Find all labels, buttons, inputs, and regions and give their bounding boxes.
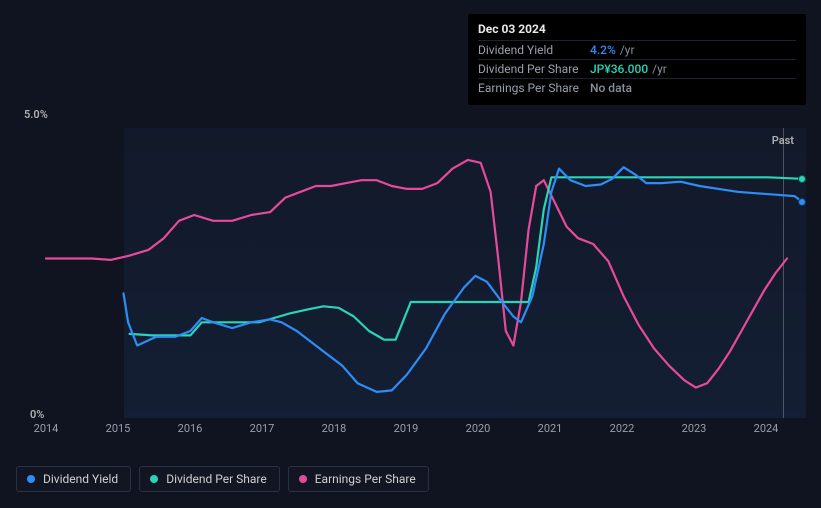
tooltip-row: Dividend Per Share JP¥36.000/yr — [478, 59, 796, 78]
x-axis-tick: 2018 — [322, 422, 347, 435]
tooltip-value-main: No data — [590, 81, 632, 95]
x-axis-tick: 2015 — [106, 422, 131, 435]
legend-dot-icon — [150, 475, 158, 483]
legend-dot-icon — [27, 475, 35, 483]
legend-earnings-per-share[interactable]: Earnings Per Share — [288, 466, 429, 492]
legend-dot-icon — [299, 475, 307, 483]
tooltip-date: Dec 03 2024 — [478, 20, 796, 40]
legend-label: Dividend Per Share — [166, 472, 267, 486]
y-axis-max-label: 5.0% — [24, 108, 48, 121]
tooltip-row-label: Dividend Per Share — [478, 62, 590, 76]
x-axis-tick: 2024 — [754, 422, 779, 435]
tooltip-row-value: No data — [590, 81, 636, 95]
chart-legend: Dividend Yield Dividend Per Share Earnin… — [16, 466, 429, 492]
x-axis-tick: 2017 — [250, 422, 275, 435]
tooltip-value-main: JP¥36.000 — [590, 62, 648, 76]
tooltip-row-value: JP¥36.000/yr — [590, 62, 667, 76]
x-axis-tick: 2022 — [610, 422, 635, 435]
chart-plot-area[interactable]: Past — [46, 128, 806, 418]
series-end-dot — [798, 175, 806, 183]
x-axis-tick: 2014 — [34, 422, 59, 435]
x-axis-tick: 2021 — [538, 422, 563, 435]
tooltip-row: Dividend Yield 4.2% /yr — [478, 40, 796, 59]
legend-label: Dividend Yield — [43, 472, 118, 486]
x-axis-tick: 2020 — [466, 422, 491, 435]
tooltip-row: Earnings Per Share No data — [478, 78, 796, 97]
tooltip-row-label: Earnings Per Share — [478, 81, 590, 95]
x-axis: 2014201520162017201820192020202120222023… — [46, 422, 806, 442]
legend-dividend-per-share[interactable]: Dividend Per Share — [139, 466, 280, 492]
tooltip-row-value: 4.2% /yr — [590, 43, 635, 57]
tooltip-value-unit: /yr — [652, 62, 667, 76]
legend-label: Earnings Per Share — [315, 472, 416, 486]
x-axis-tick: 2016 — [178, 422, 203, 435]
tooltip-value-main: 4.2% — [590, 43, 616, 57]
chart-lines — [46, 128, 806, 418]
series-end-dot — [798, 198, 806, 206]
chart-tooltip: Dec 03 2024 Dividend Yield 4.2% /yr Divid… — [468, 14, 806, 105]
legend-dividend-yield[interactable]: Dividend Yield — [16, 466, 131, 492]
tooltip-row-label: Dividend Yield — [478, 43, 590, 57]
x-axis-tick: 2019 — [394, 422, 419, 435]
y-axis-min-label: 0% — [30, 408, 44, 421]
x-axis-tick: 2023 — [682, 422, 707, 435]
tooltip-value-unit: /yr — [620, 43, 635, 57]
